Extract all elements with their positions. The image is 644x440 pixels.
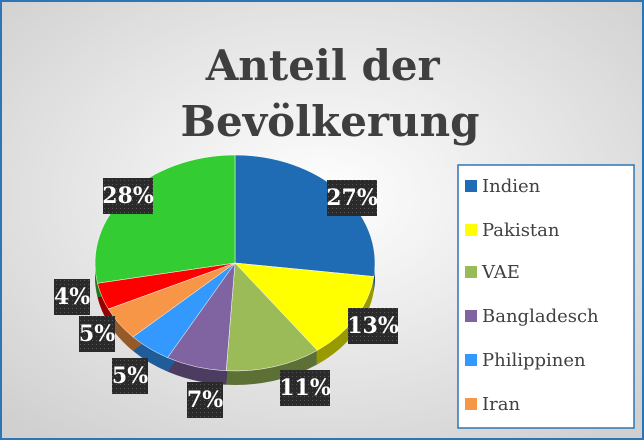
slice xyxy=(225,262,318,372)
value-label-box xyxy=(348,308,398,344)
value-label: 28% xyxy=(102,183,154,209)
legend-swatch xyxy=(465,224,477,236)
value-label: 13% xyxy=(347,313,399,339)
value-label: 5% xyxy=(79,321,115,347)
value-label-box xyxy=(79,316,115,352)
legend xyxy=(457,164,635,429)
legend-swatch xyxy=(465,354,477,366)
legend-label: Iran xyxy=(482,394,520,415)
value-label-box xyxy=(187,382,223,418)
value-label-box xyxy=(280,370,330,406)
value-label: 4% xyxy=(54,284,90,310)
legend-swatch xyxy=(465,310,477,322)
legend-swatch xyxy=(465,398,477,410)
legend-label: Philippinen xyxy=(482,350,586,371)
value-label: 27% xyxy=(326,185,378,211)
legend-swatch xyxy=(465,266,477,278)
value-label-box xyxy=(103,178,153,214)
value-label: 5% xyxy=(112,363,148,389)
pie xyxy=(94,154,376,386)
title-line: Anteil der xyxy=(205,41,441,90)
legend-label: Indien xyxy=(482,176,541,197)
title-line: Bevölkerung xyxy=(181,97,480,146)
value-label: 11% xyxy=(279,375,331,401)
value-label-box xyxy=(327,180,377,216)
legend-label: VAE xyxy=(481,262,520,283)
legend-swatch xyxy=(465,180,477,192)
legend-label: Bangladesch xyxy=(482,306,599,327)
value-label-box xyxy=(54,279,90,315)
value-label-box xyxy=(112,358,148,394)
legend-label: Pakistan xyxy=(482,220,560,241)
chart-title: Anteil der Bevölkerung xyxy=(181,41,480,146)
value-label: 7% xyxy=(187,387,223,413)
